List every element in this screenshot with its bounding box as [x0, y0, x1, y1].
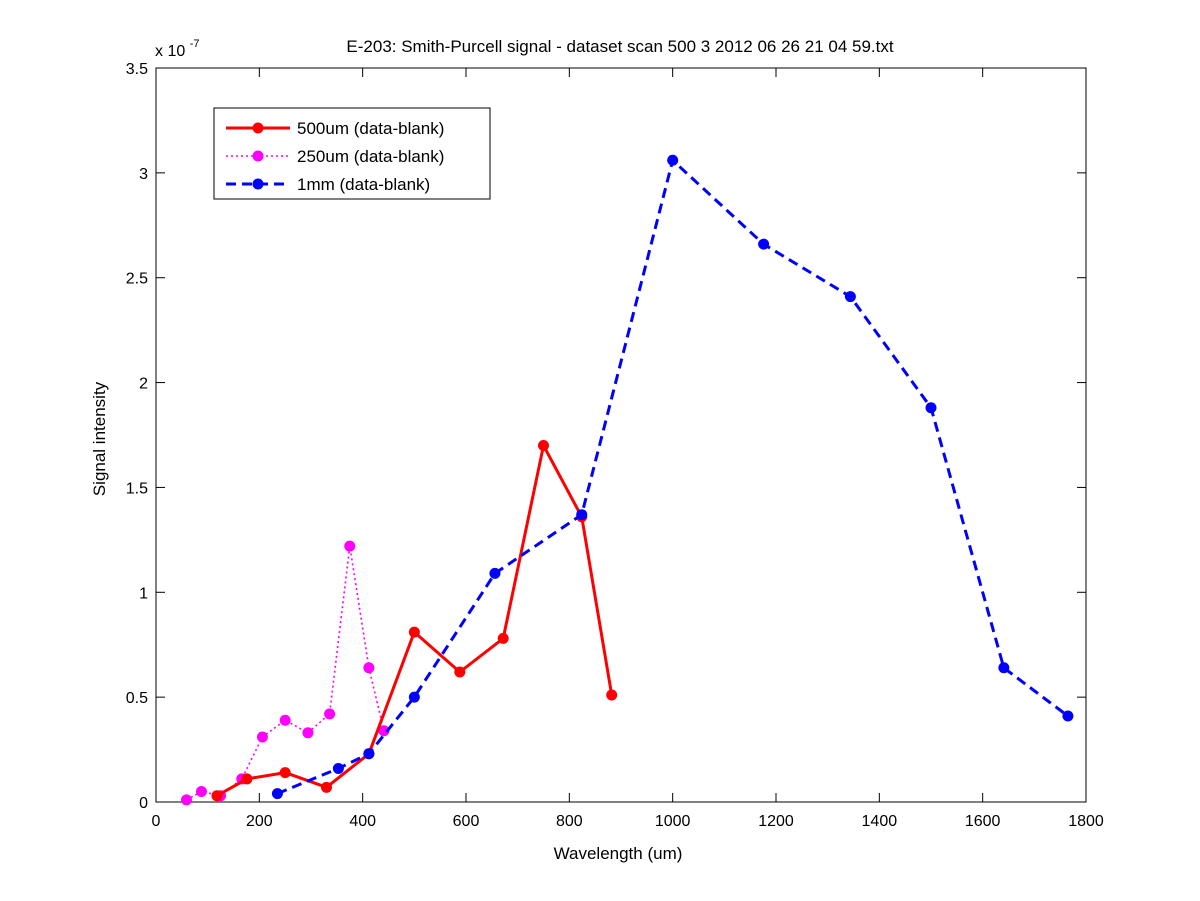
data-point	[576, 509, 588, 521]
data-point	[378, 725, 390, 737]
legend-label: 500um (data-blank)	[297, 119, 444, 138]
data-point	[408, 691, 420, 703]
data-point	[321, 781, 332, 793]
legend-label: 1mm (data-blank)	[297, 175, 430, 194]
y-tick-label: 1	[139, 585, 148, 602]
data-point	[408, 626, 420, 638]
data-point	[497, 632, 509, 644]
data-point	[279, 767, 291, 779]
data-point	[606, 689, 618, 701]
y-tick-label: 0	[139, 795, 148, 812]
y-axis-label: Signal intensity	[90, 381, 109, 496]
y-tick-label: 2	[139, 376, 148, 393]
data-point	[363, 662, 375, 674]
x-axis-ticks: 0 200 400 600 800 1000 1200 1400 1600 1800	[152, 68, 1104, 830]
x-tick-label: 400	[349, 813, 376, 830]
y-tick-label: 0.5	[126, 690, 148, 707]
data-point	[211, 790, 223, 802]
legend-item: 500um (data-blank)	[226, 119, 444, 138]
data-point	[363, 748, 375, 760]
x-tick-label: 1600	[965, 813, 1001, 830]
data-point	[998, 662, 1010, 674]
data-point	[344, 540, 356, 552]
y-tick-label: 2.5	[126, 271, 148, 288]
x-tick-label: 200	[246, 813, 273, 830]
data-point	[241, 773, 253, 785]
y-axis-exponent: x 10 -7	[155, 38, 199, 60]
data-point	[279, 714, 291, 726]
y-tick-label: 1.5	[126, 480, 148, 497]
data-point	[925, 402, 937, 414]
y-tick-label: 3	[139, 166, 148, 183]
data-point	[256, 731, 268, 743]
data-point	[195, 786, 207, 798]
data-point	[271, 788, 283, 800]
data-point	[454, 666, 466, 678]
chart-title: E-203: Smith-Purcell signal - dataset sc…	[346, 37, 893, 56]
data-point	[324, 708, 336, 720]
data-point	[1062, 710, 1074, 722]
y-tick-label: 3.5	[126, 61, 148, 78]
x-axis-label: Wavelength (um)	[554, 844, 683, 863]
legend: 500um (data-blank) 250um (data-blank) 1mm …	[213, 107, 491, 200]
legend-label: 250um (data-blank)	[297, 147, 444, 166]
x-tick-label: 1000	[655, 813, 691, 830]
y-axis-ticks: 0 0.5 1 1.5 2 2.5 3 3.5	[126, 61, 1086, 812]
data-point	[180, 794, 192, 806]
data-point	[302, 727, 314, 739]
legend-item: 1mm (data-blank)	[226, 175, 430, 194]
x-tick-label: 1200	[758, 813, 794, 830]
data-point	[538, 439, 549, 451]
legend-item: 250um (data-blank)	[226, 147, 444, 166]
series-2	[271, 154, 1074, 800]
legend-swatch-marker	[252, 122, 264, 134]
data-point	[844, 291, 856, 303]
data-point	[332, 762, 344, 774]
data-point	[758, 238, 770, 250]
y-exponent-base: x 10	[155, 43, 185, 60]
y-exponent-power: -7	[190, 38, 200, 50]
legend-swatch-marker	[252, 178, 264, 190]
x-tick-label: 600	[453, 813, 480, 830]
x-tick-label: 0	[152, 813, 161, 830]
data-point	[489, 567, 501, 579]
x-tick-label: 800	[556, 813, 583, 830]
series-layer	[180, 154, 1074, 806]
series-0	[211, 439, 618, 802]
legend-swatch-marker	[252, 150, 264, 162]
data-point	[667, 154, 679, 166]
x-tick-label: 1800	[1068, 813, 1104, 830]
x-tick-label: 1400	[862, 813, 898, 830]
